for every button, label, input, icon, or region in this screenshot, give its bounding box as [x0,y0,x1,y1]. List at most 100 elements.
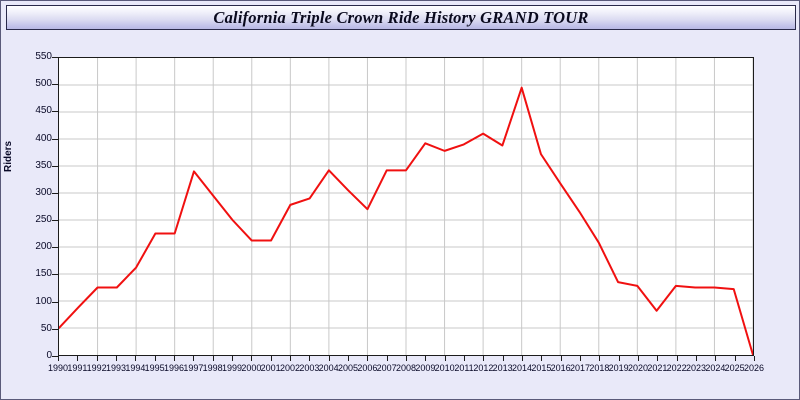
x-axis-tick-label: 1993 [105,363,127,373]
x-axis-tick-mark [483,356,485,361]
x-axis-tick-mark [715,356,717,361]
x-axis-tick-mark [676,356,678,361]
x-axis-tick-mark [580,356,581,361]
x-axis-tick-mark [696,356,697,361]
x-axis-tick-label: 2003 [299,363,320,373]
x-axis-tick-mark [367,356,369,361]
x-axis-tick-label: 2011 [454,363,474,373]
x-axis-tick-mark [135,356,137,361]
y-axis-tick-mark [52,111,58,113]
x-axis-tick-mark [174,356,175,361]
x-axis-tick-mark [618,356,620,361]
x-axis-tick-mark [444,356,446,361]
y-axis-tick-label: 0 [46,350,52,361]
y-axis-tick-label: 300 [35,186,52,198]
x-axis-tick-label: 1996 [163,363,185,373]
x-axis-tick-label: 2023 [685,363,707,373]
y-axis-tick-mark [52,247,58,249]
y-axis-tick-label: 350 [35,159,52,171]
x-axis-tick-mark [96,356,98,361]
x-axis-tick-mark [638,356,639,361]
x-axis-tick-label: 2016 [550,363,571,373]
x-axis-tick-mark [522,356,523,361]
plot-area [58,57,754,356]
x-axis-tick-label: 2007 [376,363,397,373]
x-axis-tick-mark [386,356,388,361]
y-axis-tick-mark [52,84,58,86]
y-axis-tick-label: 150 [35,268,52,280]
x-axis-tick-label: 2017 [569,363,591,373]
x-axis-tick-label: 2009 [415,363,436,373]
x-axis-tick-mark [754,356,755,361]
y-axis-tick-mark [52,165,58,167]
y-axis-tick-mark [52,57,58,58]
x-axis-tick-mark [251,356,253,361]
x-axis-tick-label: 2021 [647,363,668,373]
x-axis-tick-label: 1999 [221,363,243,373]
x-axis-tick-label: 1992 [86,363,107,373]
x-axis-tick-mark [560,356,562,361]
y-axis-tick-mark [52,138,58,140]
y-axis-tick-mark [52,192,58,194]
chart-title-bar: California Triple Crown Ride History GRA… [6,5,796,30]
x-axis-tick-mark [116,356,117,361]
x-axis-tick-label: 1991 [67,363,88,373]
x-axis-tick-mark [406,356,407,361]
x-axis-tick-label: 2012 [473,363,494,373]
x-axis-tick-mark [154,356,156,361]
x-axis-tick-label: 2000 [241,363,262,373]
x-axis-tick-label: 1990 [47,363,69,373]
x-axis-tick-label: 2002 [279,363,301,373]
y-axis-tick-label: 200 [35,241,52,253]
chart-canvas: Riders 0 50 100 150 200 250 300 350 400 450 500 550… [1,32,799,399]
x-axis-tick-mark [464,356,465,361]
x-axis-tick-mark [212,356,214,361]
x-axis-tick-mark [328,356,330,361]
x-axis-tick-label: 1995 [144,363,165,373]
y-axis-tick-label: 400 [35,132,52,144]
y-axis-tick-mark [52,274,58,276]
y-axis-tick-mark [52,356,58,357]
x-axis-tick-label: 2020 [627,363,649,373]
y-axis-tick-label: 500 [35,78,52,90]
x-axis-tick-label: 2004 [318,363,339,373]
x-axis-tick-label: 2015 [531,363,552,373]
x-axis-tick-mark [270,356,272,361]
y-axis-tick-mark [52,328,58,330]
x-axis-tick-mark [734,356,736,361]
y-axis-tick-label: 550 [35,51,52,62]
x-axis-tick-label: 2018 [589,363,610,373]
x-axis-tick-label: 2008 [395,363,417,373]
x-axis-tick-label: 1998 [202,363,223,373]
x-axis-tick-label: 2010 [434,363,455,373]
x-axis-tick-mark [232,356,233,361]
x-axis-tick-label: 2005 [337,363,359,373]
x-axis-tick-mark [348,356,349,361]
x-axis-tick-mark [657,356,659,361]
x-axis-tick-label: 2024 [705,363,726,373]
x-axis-tick-mark [58,356,59,361]
x-axis-tick-mark [541,356,543,361]
x-axis-tick-label: 2014 [511,363,533,373]
data-series-riders [59,58,753,355]
x-axis-tick-mark [290,356,291,361]
x-axis-tick-label: 2025 [724,363,745,373]
y-axis-tick-mark [52,220,58,222]
y-axis-tick-label: 50 [40,322,52,334]
grid-lines [59,58,753,355]
y-axis-tick-label: 250 [35,214,52,226]
x-axis-tick-label: 2022 [666,363,687,373]
x-axis-tick-label: 2013 [492,363,513,373]
x-axis-tick-label: 1994 [125,363,146,373]
y-axis-ticks: 0 50 100 150 200 250 300 350 400 450 500 550 [1,52,58,361]
page-title: California Triple Crown Ride History GRA… [213,7,589,27]
x-axis-ticks: 1990 1991 1992 1993 1994 1995 1996 1997 1998 1999… [1,356,799,396]
y-axis-tick-label: 450 [35,105,52,117]
x-axis-tick-label: 2006 [357,363,378,373]
x-axis-tick-mark [193,356,195,361]
x-axis-tick-label: 2019 [608,363,629,373]
x-axis-tick-mark [425,356,427,361]
x-axis-tick-mark [502,356,504,361]
x-axis-tick-mark [599,356,601,361]
